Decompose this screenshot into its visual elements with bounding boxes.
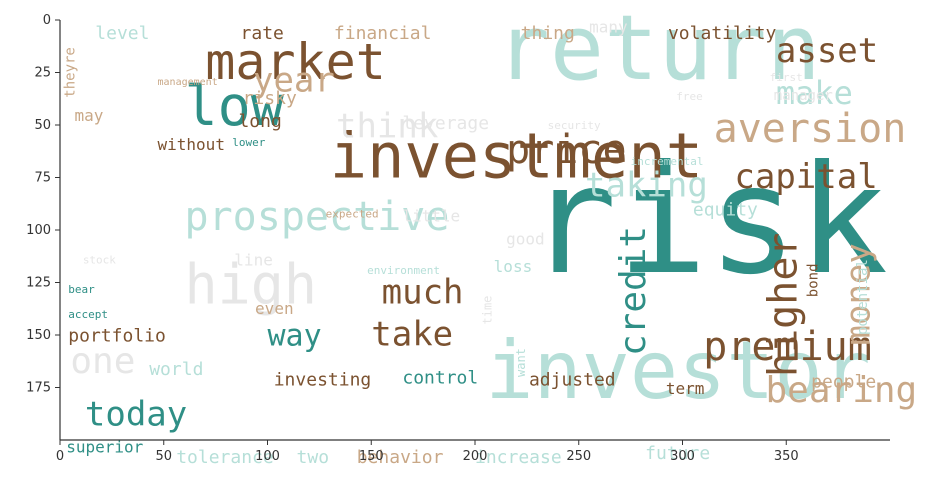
word-many: many <box>589 18 628 37</box>
word-tolerance: tolerance <box>176 447 274 468</box>
word-expected: expected <box>326 207 379 220</box>
x-tick-label: 150 <box>359 449 384 464</box>
y-tick-label: 25 <box>34 66 51 81</box>
word-superior: superior <box>66 438 143 457</box>
word-theyre: theyre <box>63 47 79 98</box>
word-price: price <box>506 127 626 173</box>
x-tick-label: 350 <box>774 449 799 464</box>
word-thing: thing <box>521 23 575 44</box>
word-financial: financial <box>334 23 432 44</box>
word-first: first <box>770 71 803 84</box>
word-control: control <box>402 367 478 388</box>
word-bond: bond <box>805 263 821 297</box>
x-tick-label: 300 <box>670 449 695 464</box>
word-two: two <box>297 447 330 468</box>
word-capital: capital <box>734 157 877 197</box>
y-tick-label: 125 <box>26 276 51 291</box>
word-today: today <box>85 394 187 434</box>
word-taking: taking <box>585 165 708 205</box>
x-tick-label: 250 <box>566 449 591 464</box>
x-tick-label: 0 <box>56 449 64 464</box>
word-environment: environment <box>367 264 440 277</box>
word-way: way <box>268 319 322 354</box>
word-lower: lower <box>232 136 265 149</box>
word-management: management <box>158 77 218 88</box>
word-risk: risk <box>527 134 888 308</box>
word-investment: investment <box>330 120 703 193</box>
word-bearing: bearing <box>766 370 918 411</box>
word-little: little <box>402 207 460 226</box>
word-investor: investor <box>485 324 870 417</box>
word-even: even <box>255 299 294 318</box>
word-investing: investing <box>274 369 372 390</box>
word-bear: bear <box>68 283 95 296</box>
word-equity: equity <box>693 199 758 220</box>
word-free: free <box>676 90 703 103</box>
y-tick-label: 0 <box>43 13 51 28</box>
word-long: long <box>238 111 281 132</box>
word-want: want <box>514 348 528 377</box>
word-behavior: behavior <box>357 447 444 468</box>
word-level: level <box>95 23 149 44</box>
word-time: time <box>481 296 495 325</box>
word-without: without <box>158 135 225 154</box>
x-tick-label: 100 <box>255 449 280 464</box>
word-portfolio: portfolio <box>68 325 166 346</box>
word-higher: higher <box>761 233 807 378</box>
word-potential: potential <box>855 259 871 335</box>
word-one: one <box>70 341 135 382</box>
word-make: make <box>776 74 853 112</box>
x-axis-ticks: 0 50 100 150 200 250 300 350 <box>56 440 799 464</box>
word-asset: asset <box>776 31 878 71</box>
x-tick-label: 200 <box>463 449 488 464</box>
word-stock: stock <box>83 254 116 267</box>
word-market: market <box>205 33 386 91</box>
word-prospective: prospective <box>185 194 450 240</box>
word-line: line <box>234 251 273 270</box>
word-may: may <box>75 106 104 125</box>
word-incremental: incremental <box>631 155 704 168</box>
word-high: high <box>185 253 317 317</box>
word-much: much <box>382 273 464 313</box>
word-adjusted: adjusted <box>529 369 616 390</box>
y-tick-label: 150 <box>26 328 51 343</box>
word-people: people <box>811 372 876 393</box>
word-future: future <box>645 443 710 464</box>
y-tick-label: 175 <box>26 381 51 396</box>
word-premium: premium <box>703 324 872 370</box>
word-accept: accept <box>68 308 108 321</box>
word-loss: loss <box>494 257 533 276</box>
plot-background <box>60 20 890 440</box>
word-money: money <box>838 243 878 345</box>
word-credit: credit <box>613 226 654 356</box>
word-year: year <box>253 60 335 100</box>
word-leverage: leverage <box>402 113 489 134</box>
word-volatility: volatility <box>668 23 777 44</box>
word-rate: rate <box>241 23 284 44</box>
word-term: term <box>666 379 705 398</box>
word-security: security <box>548 119 601 132</box>
y-tick-label: 50 <box>34 118 51 133</box>
word-good: good <box>506 230 545 249</box>
word-risky: risky <box>243 88 297 109</box>
word-world: world <box>149 359 203 380</box>
word-aversion: aversion <box>714 106 907 152</box>
x-tick-label: 50 <box>155 449 172 464</box>
y-tick-label: 100 <box>26 223 51 238</box>
word-return: return <box>496 0 821 101</box>
y-axis-ticks: 0 25 50 75 100 125 150 175 <box>26 13 60 396</box>
word-manager: manager <box>774 88 833 104</box>
word-think: think <box>336 107 438 147</box>
word-increase: increase <box>475 447 562 468</box>
word-low: low <box>185 74 285 138</box>
y-tick-label: 75 <box>34 171 51 186</box>
word-take: take <box>371 315 453 355</box>
